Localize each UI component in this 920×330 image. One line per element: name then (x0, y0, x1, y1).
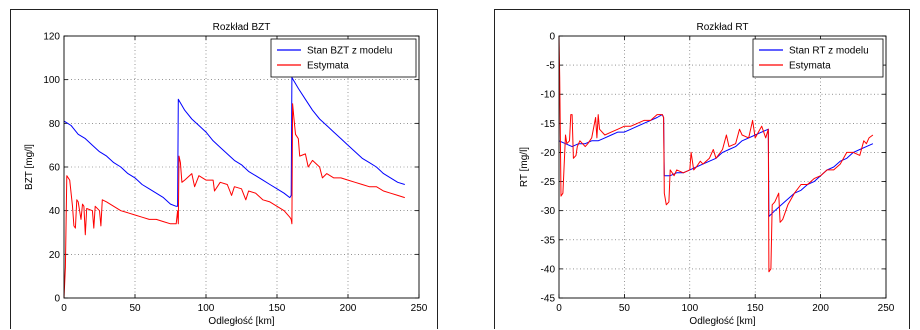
legend: Stan BZT z modelu Estymata (270, 38, 417, 78)
y-tick-label: 120 (43, 32, 60, 43)
x-tick-label: 200 (340, 303, 357, 314)
series-line-model (63, 77, 405, 207)
y-tick-label: 60 (49, 163, 61, 174)
series-line-model (558, 114, 874, 217)
x-tick-label: 0 (556, 303, 562, 314)
plot-area (559, 36, 886, 298)
x-tick-label: 250 (878, 303, 895, 314)
rt-chart: 0 50 100 150 200 250 0 -5 -10 -15 -20 -25 -30 -35 -40 -… (519, 22, 895, 327)
axes-box (63, 35, 420, 299)
x-tick-label: 200 (812, 303, 829, 314)
chart-title: Rozkład RT (696, 22, 748, 33)
y-tick-label: 0 (54, 294, 60, 305)
y-tick-label: -45 (541, 294, 556, 305)
x-axis-label: Odległość [km] (208, 316, 274, 327)
x-tick-label: 250 (411, 303, 428, 314)
y-tick-label: -30 (541, 206, 556, 217)
bzt-chart-panel: 0 50 100 150 200 250 0 20 40 60 80 100 120 Rozkład BZ… (10, 9, 438, 329)
plot-area (64, 36, 419, 298)
x-tick-label: 50 (619, 303, 631, 314)
legend-box (270, 38, 417, 78)
x-tick-label: 100 (681, 303, 698, 314)
y-tick-label: -5 (546, 61, 555, 72)
y-tick-label: 100 (43, 75, 60, 86)
y-axis-label: BZT [mg/l] (24, 144, 35, 190)
legend-label: Stan BZT z modelu (307, 46, 392, 57)
x-tick-label: 100 (198, 303, 215, 314)
chart-title: Rozkład BZT (213, 22, 271, 33)
y-tick-label: -35 (541, 235, 556, 246)
x-tick-label: 0 (61, 303, 67, 314)
x-axis-label: Odległość [km] (689, 316, 755, 327)
series-line-estimate (558, 35, 874, 273)
x-tick-label: 150 (269, 303, 286, 314)
y-tick-label: 20 (49, 250, 61, 261)
y-axis-label: RT [mg/l] (519, 147, 530, 187)
y-tick-label: -10 (541, 90, 556, 101)
x-tick-label: 150 (747, 303, 764, 314)
legend-label: Estymata (307, 61, 349, 72)
x-tick-label: 50 (129, 303, 141, 314)
series-line-estimate (63, 103, 405, 299)
y-tick-label: 80 (49, 119, 61, 130)
y-tick-label: 40 (49, 206, 61, 217)
y-tick-label: -40 (541, 264, 556, 275)
legend-box (752, 38, 884, 78)
legend: Stan RT z modelu Estymata (752, 38, 884, 78)
y-tick-label: -20 (541, 148, 556, 159)
axes-box (558, 35, 887, 299)
bzt-chart: 0 50 100 150 200 250 0 20 40 60 80 100 120 Rozkład BZ… (24, 22, 428, 327)
legend-label: Estymata (789, 61, 831, 72)
legend-label: Stan RT z modelu (789, 46, 869, 57)
rt-chart-panel: 0 50 100 150 200 250 0 -5 -10 -15 -20 -25 -30 -35 -40 -… (494, 9, 910, 329)
y-tick-label: -25 (541, 177, 556, 188)
y-tick-label: 0 (549, 32, 555, 43)
y-tick-label: -15 (541, 119, 556, 130)
